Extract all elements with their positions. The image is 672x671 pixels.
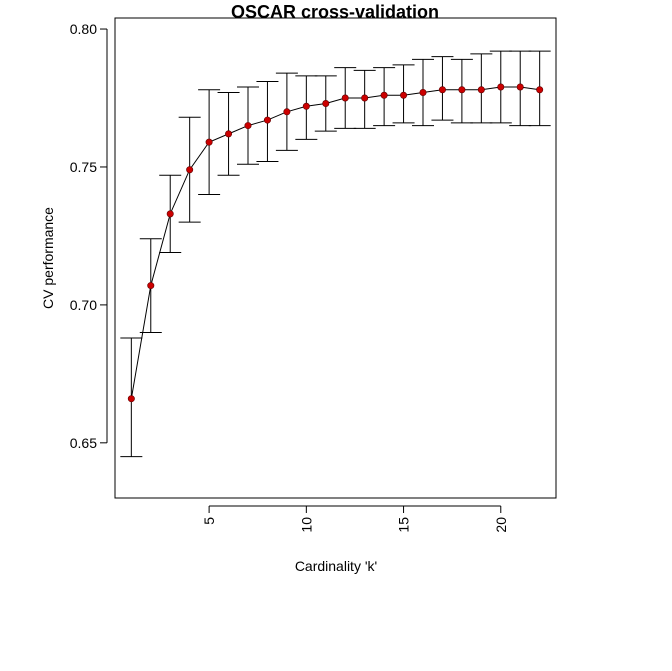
chart-title: OSCAR cross-validation <box>231 2 439 22</box>
data-point <box>516 83 524 91</box>
data-point <box>127 395 135 403</box>
data-point <box>186 166 194 174</box>
data-point <box>438 86 446 94</box>
data-point <box>283 108 291 116</box>
y-tick-label: 0.80 <box>70 21 97 37</box>
x-tick-label: 15 <box>396 517 412 533</box>
data-point <box>263 116 271 124</box>
y-tick-label: 0.75 <box>70 159 97 175</box>
x-tick-label: 10 <box>298 517 314 533</box>
series-line <box>130 86 540 399</box>
y-axis-label: CV performance <box>40 207 56 309</box>
data-point <box>380 91 388 99</box>
y-tick-label: 0.70 <box>70 297 97 313</box>
plot-box <box>114 17 557 499</box>
data-point <box>458 86 466 94</box>
data-points <box>127 83 544 403</box>
x-tick-label: 20 <box>493 517 509 533</box>
data-point <box>244 122 252 130</box>
data-point <box>225 130 233 138</box>
x-axis-label: Cardinality 'k' <box>295 558 377 574</box>
x-tick-label: 5 <box>201 517 217 525</box>
data-point <box>322 100 330 108</box>
data-point <box>166 210 174 218</box>
data-point <box>341 94 349 102</box>
error-bars <box>120 50 551 458</box>
data-point <box>302 102 310 110</box>
data-point <box>400 91 408 99</box>
y-axis: 0.65 0.70 0.75 0.80 <box>70 21 108 451</box>
data-point <box>147 282 155 290</box>
data-point <box>497 83 505 91</box>
data-point <box>477 86 485 94</box>
y-tick-label: 0.65 <box>70 435 97 451</box>
data-point <box>419 88 427 96</box>
data-point <box>205 138 213 146</box>
x-axis: 5 10 15 20 <box>201 505 509 533</box>
data-point <box>361 94 369 102</box>
data-point <box>536 86 544 94</box>
